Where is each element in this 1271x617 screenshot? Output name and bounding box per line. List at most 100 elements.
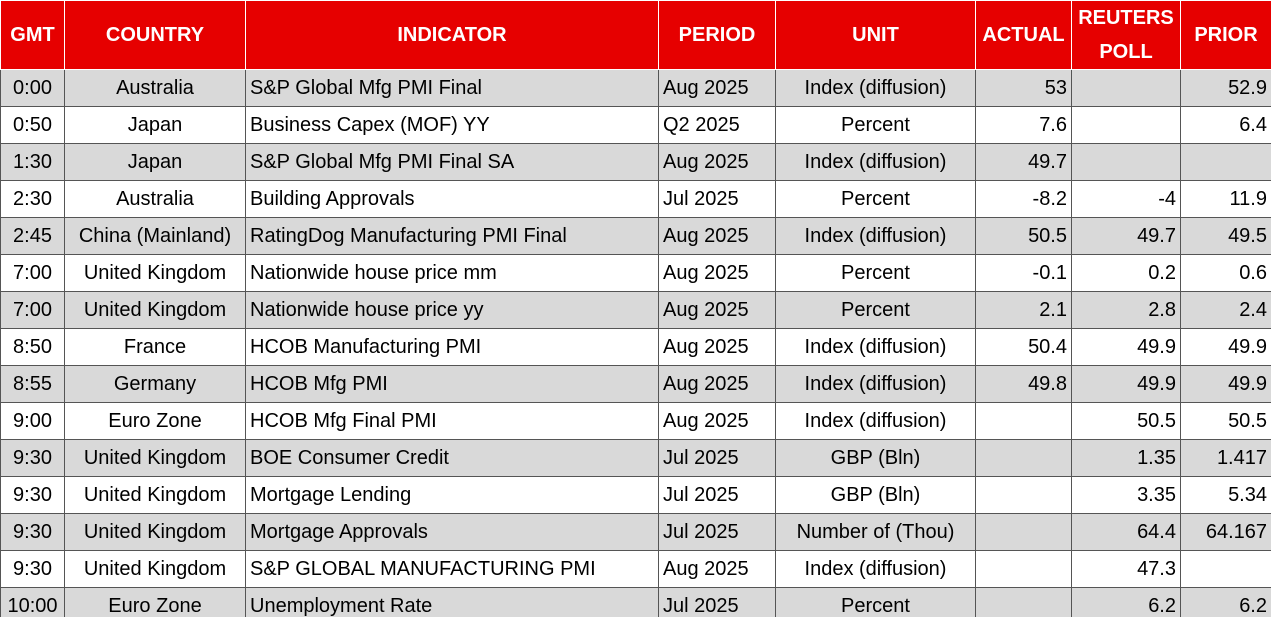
table-cell: Index (diffusion) (775, 550, 976, 588)
table-cell: China (Mainland) (64, 217, 246, 255)
table-cell: GBP (Bln) (775, 439, 976, 477)
table-cell: Mortgage Approvals (245, 513, 659, 551)
table-cell: Australia (64, 69, 246, 107)
table-cell: 1.35 (1071, 439, 1181, 477)
table-cell: Nationwide house price mm (245, 254, 659, 292)
table-cell: Business Capex (MOF) YY (245, 106, 659, 144)
table-cell (975, 439, 1072, 477)
table-cell: 64.4 (1071, 513, 1181, 551)
table-cell: 8:50 (0, 328, 65, 366)
column-header: GMT (0, 0, 65, 70)
table-row: 10:00 Euro Zone Unemployment Rate Jul 2025 P… (0, 587, 1271, 617)
table-cell (975, 550, 1072, 588)
table-cell: Jul 2025 (658, 513, 776, 551)
table-cell: Aug 2025 (658, 402, 776, 440)
table-cell: Index (diffusion) (775, 69, 976, 107)
table-cell (975, 402, 1072, 440)
table-row: 7:00 United Kingdom Nationwide house price… (0, 254, 1271, 292)
table-cell: HCOB Mfg Final PMI (245, 402, 659, 440)
table-cell: Aug 2025 (658, 69, 776, 107)
table-cell: Aug 2025 (658, 254, 776, 292)
table-cell: 2.4 (1180, 291, 1271, 329)
table-cell: Index (diffusion) (775, 217, 976, 255)
table-cell: 50.5 (975, 217, 1072, 255)
table-cell: 49.8 (975, 365, 1072, 403)
column-header: COUNTRY (64, 0, 246, 70)
table-cell: -4 (1071, 180, 1181, 218)
table-cell: HCOB Manufacturing PMI (245, 328, 659, 366)
table-row: 9:30 United Kingdom Mortgage Approvals Jul … (0, 513, 1271, 551)
table-cell: GBP (Bln) (775, 476, 976, 514)
table-cell: Aug 2025 (658, 291, 776, 329)
table-cell (975, 587, 1072, 617)
column-header: REUTERS POLL (1071, 0, 1181, 70)
table-cell: United Kingdom (64, 291, 246, 329)
table-cell: Nationwide house price yy (245, 291, 659, 329)
table-body: 0:00 Australia S&P Global Mfg PMI Final Aug… (0, 69, 1271, 617)
table-cell: 2:45 (0, 217, 65, 255)
table-cell: Germany (64, 365, 246, 403)
table-cell: Q2 2025 (658, 106, 776, 144)
table-cell: 50.5 (1180, 402, 1271, 440)
table-cell: 3.35 (1071, 476, 1181, 514)
table-row: 9:30 United Kingdom Mortgage Lending Jul 20… (0, 476, 1271, 514)
table-cell: Japan (64, 143, 246, 181)
table-row: 1:30 Japan S&P Global Mfg PMI Final SA Aug … (0, 143, 1271, 181)
table-cell: BOE Consumer Credit (245, 439, 659, 477)
table-cell: -8.2 (975, 180, 1072, 218)
table-cell: -0.1 (975, 254, 1072, 292)
table-cell (975, 476, 1072, 514)
table-cell: Number of (Thou) (775, 513, 976, 551)
table-row: 8:55 Germany HCOB Mfg PMI Aug 2025 Index (di… (0, 365, 1271, 403)
table-cell: United Kingdom (64, 254, 246, 292)
table-row: 2:30 Australia Building Approvals Jul 2025 P… (0, 180, 1271, 218)
table-cell: Aug 2025 (658, 328, 776, 366)
table-cell: United Kingdom (64, 476, 246, 514)
table-cell: RatingDog Manufacturing PMI Final (245, 217, 659, 255)
table-cell: Percent (775, 587, 976, 617)
table-cell: Building Approvals (245, 180, 659, 218)
table-cell: 49.7 (1071, 217, 1181, 255)
table-cell (1180, 143, 1271, 181)
table-cell: HCOB Mfg PMI (245, 365, 659, 403)
table-cell: Jul 2025 (658, 180, 776, 218)
table-cell: 9:30 (0, 513, 65, 551)
table-cell: Australia (64, 180, 246, 218)
table-cell: 9:30 (0, 476, 65, 514)
table-cell: Aug 2025 (658, 143, 776, 181)
table-row: 7:00 United Kingdom Nationwide house price… (0, 291, 1271, 329)
table-cell: 8:55 (0, 365, 65, 403)
table-row: 8:50 France HCOB Manufacturing PMI Aug 2025… (0, 328, 1271, 366)
table-cell: Unemployment Rate (245, 587, 659, 617)
table-cell: France (64, 328, 246, 366)
table-cell: 0.6 (1180, 254, 1271, 292)
table-cell: 6.4 (1180, 106, 1271, 144)
table-cell: Jul 2025 (658, 587, 776, 617)
table-cell: Index (diffusion) (775, 143, 976, 181)
table-cell: 49.5 (1180, 217, 1271, 255)
table-cell: Jul 2025 (658, 476, 776, 514)
table-cell: Euro Zone (64, 587, 246, 617)
table-cell: Euro Zone (64, 402, 246, 440)
column-header: PRIOR (1180, 0, 1271, 70)
header-row: GMT COUNTRY INDICATOR PERIOD UNIT ACTUAL REUTE… (0, 0, 1271, 70)
table-row: 0:00 Australia S&P Global Mfg PMI Final Aug… (0, 69, 1271, 107)
table-cell: Aug 2025 (658, 365, 776, 403)
table-cell: United Kingdom (64, 513, 246, 551)
table-cell: Percent (775, 106, 976, 144)
table-row: 2:45 China (Mainland) RatingDog Manufactur… (0, 217, 1271, 255)
table-cell (1180, 550, 1271, 588)
table-cell: Percent (775, 291, 976, 329)
table-cell (1071, 69, 1181, 107)
column-header: UNIT (775, 0, 976, 70)
table-cell: Mortgage Lending (245, 476, 659, 514)
table-cell: 2.8 (1071, 291, 1181, 329)
table-cell: Aug 2025 (658, 550, 776, 588)
table-cell: 0:00 (0, 69, 65, 107)
table-cell: Percent (775, 180, 976, 218)
table-cell: 50.4 (975, 328, 1072, 366)
table-cell: 49.7 (975, 143, 1072, 181)
table-cell: United Kingdom (64, 550, 246, 588)
table-cell: 49.9 (1180, 328, 1271, 366)
table-cell: 2:30 (0, 180, 65, 218)
